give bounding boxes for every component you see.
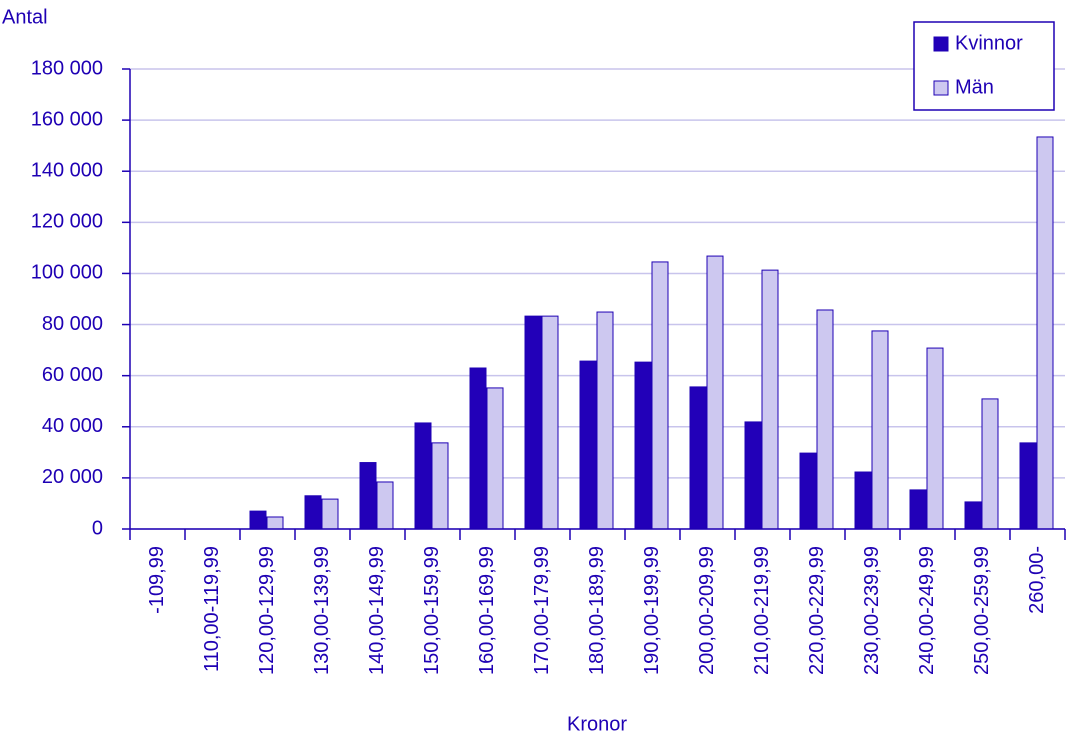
x-tick-label: 250,00-259,99 bbox=[971, 546, 993, 675]
bar bbox=[304, 495, 322, 530]
legend-swatch bbox=[933, 36, 949, 52]
x-tick-label: 220,00-229,99 bbox=[806, 546, 828, 675]
legend-swatch bbox=[933, 80, 949, 96]
bar bbox=[926, 347, 944, 530]
bar bbox=[249, 510, 267, 530]
bar bbox=[431, 442, 449, 530]
y-tick-label: 180 000 bbox=[31, 57, 103, 79]
y-tick-label: 100 000 bbox=[31, 262, 103, 284]
y-tick-label: 120 000 bbox=[31, 211, 103, 233]
x-tick-label: 200,00-209,99 bbox=[696, 546, 718, 675]
bar bbox=[266, 516, 284, 530]
bar bbox=[634, 361, 652, 530]
x-tick-label: 130,00-139,99 bbox=[311, 546, 333, 675]
bar bbox=[414, 422, 432, 530]
bar bbox=[321, 498, 339, 530]
bar bbox=[981, 398, 999, 530]
y-axis-title: Antal bbox=[2, 6, 48, 28]
y-tick-label: 60 000 bbox=[42, 364, 103, 386]
bar bbox=[1036, 136, 1054, 530]
y-tick-label: 140 000 bbox=[31, 160, 103, 182]
x-tick-label: 110,00-119,99 bbox=[201, 546, 223, 672]
x-tick-label: 210,00-219,99 bbox=[751, 546, 773, 675]
bar bbox=[689, 386, 707, 530]
bar bbox=[524, 315, 542, 530]
bar bbox=[651, 261, 669, 530]
bar bbox=[359, 462, 377, 530]
bar bbox=[596, 311, 614, 530]
x-tick-label: 240,00-249,99 bbox=[916, 546, 938, 675]
bar bbox=[1019, 442, 1037, 530]
y-tick-label: 40 000 bbox=[42, 415, 103, 437]
bar bbox=[744, 421, 762, 530]
bar bbox=[486, 387, 504, 530]
x-tick-label: 140,00-149,99 bbox=[366, 546, 388, 675]
y-tick-label: 20 000 bbox=[42, 466, 103, 488]
x-tick-label: 170,00-179,99 bbox=[531, 546, 553, 675]
bar bbox=[706, 255, 724, 530]
y-tick-label: 160 000 bbox=[31, 108, 103, 130]
x-tick-label: -109,99 bbox=[146, 546, 168, 614]
bar bbox=[909, 489, 927, 530]
legend-label: Kvinnor bbox=[955, 32, 1023, 54]
x-tick-label: 180,00-189,99 bbox=[586, 546, 608, 675]
x-tick-label: 230,00-239,99 bbox=[861, 546, 883, 675]
x-tick-label: 190,00-199,99 bbox=[641, 546, 663, 675]
y-tick-label: 80 000 bbox=[42, 313, 103, 335]
y-tick-label: 0 bbox=[92, 517, 103, 539]
bar bbox=[816, 309, 834, 530]
x-tick-label: 160,00-169,99 bbox=[476, 546, 498, 675]
x-tick-label: 150,00-159,99 bbox=[421, 546, 443, 675]
bar bbox=[964, 501, 982, 530]
legend-label: Män bbox=[955, 76, 994, 98]
bar bbox=[469, 367, 487, 530]
bar bbox=[761, 269, 779, 530]
bar bbox=[799, 452, 817, 530]
bar bbox=[376, 481, 394, 530]
x-axis-title: Kronor bbox=[567, 713, 627, 735]
bar bbox=[854, 471, 872, 530]
x-tick-label: 260,00- bbox=[1026, 546, 1048, 614]
x-tick-label: 120,00-129,99 bbox=[256, 546, 278, 675]
bar bbox=[579, 360, 597, 530]
bar bbox=[541, 315, 559, 530]
bar bbox=[871, 330, 889, 530]
